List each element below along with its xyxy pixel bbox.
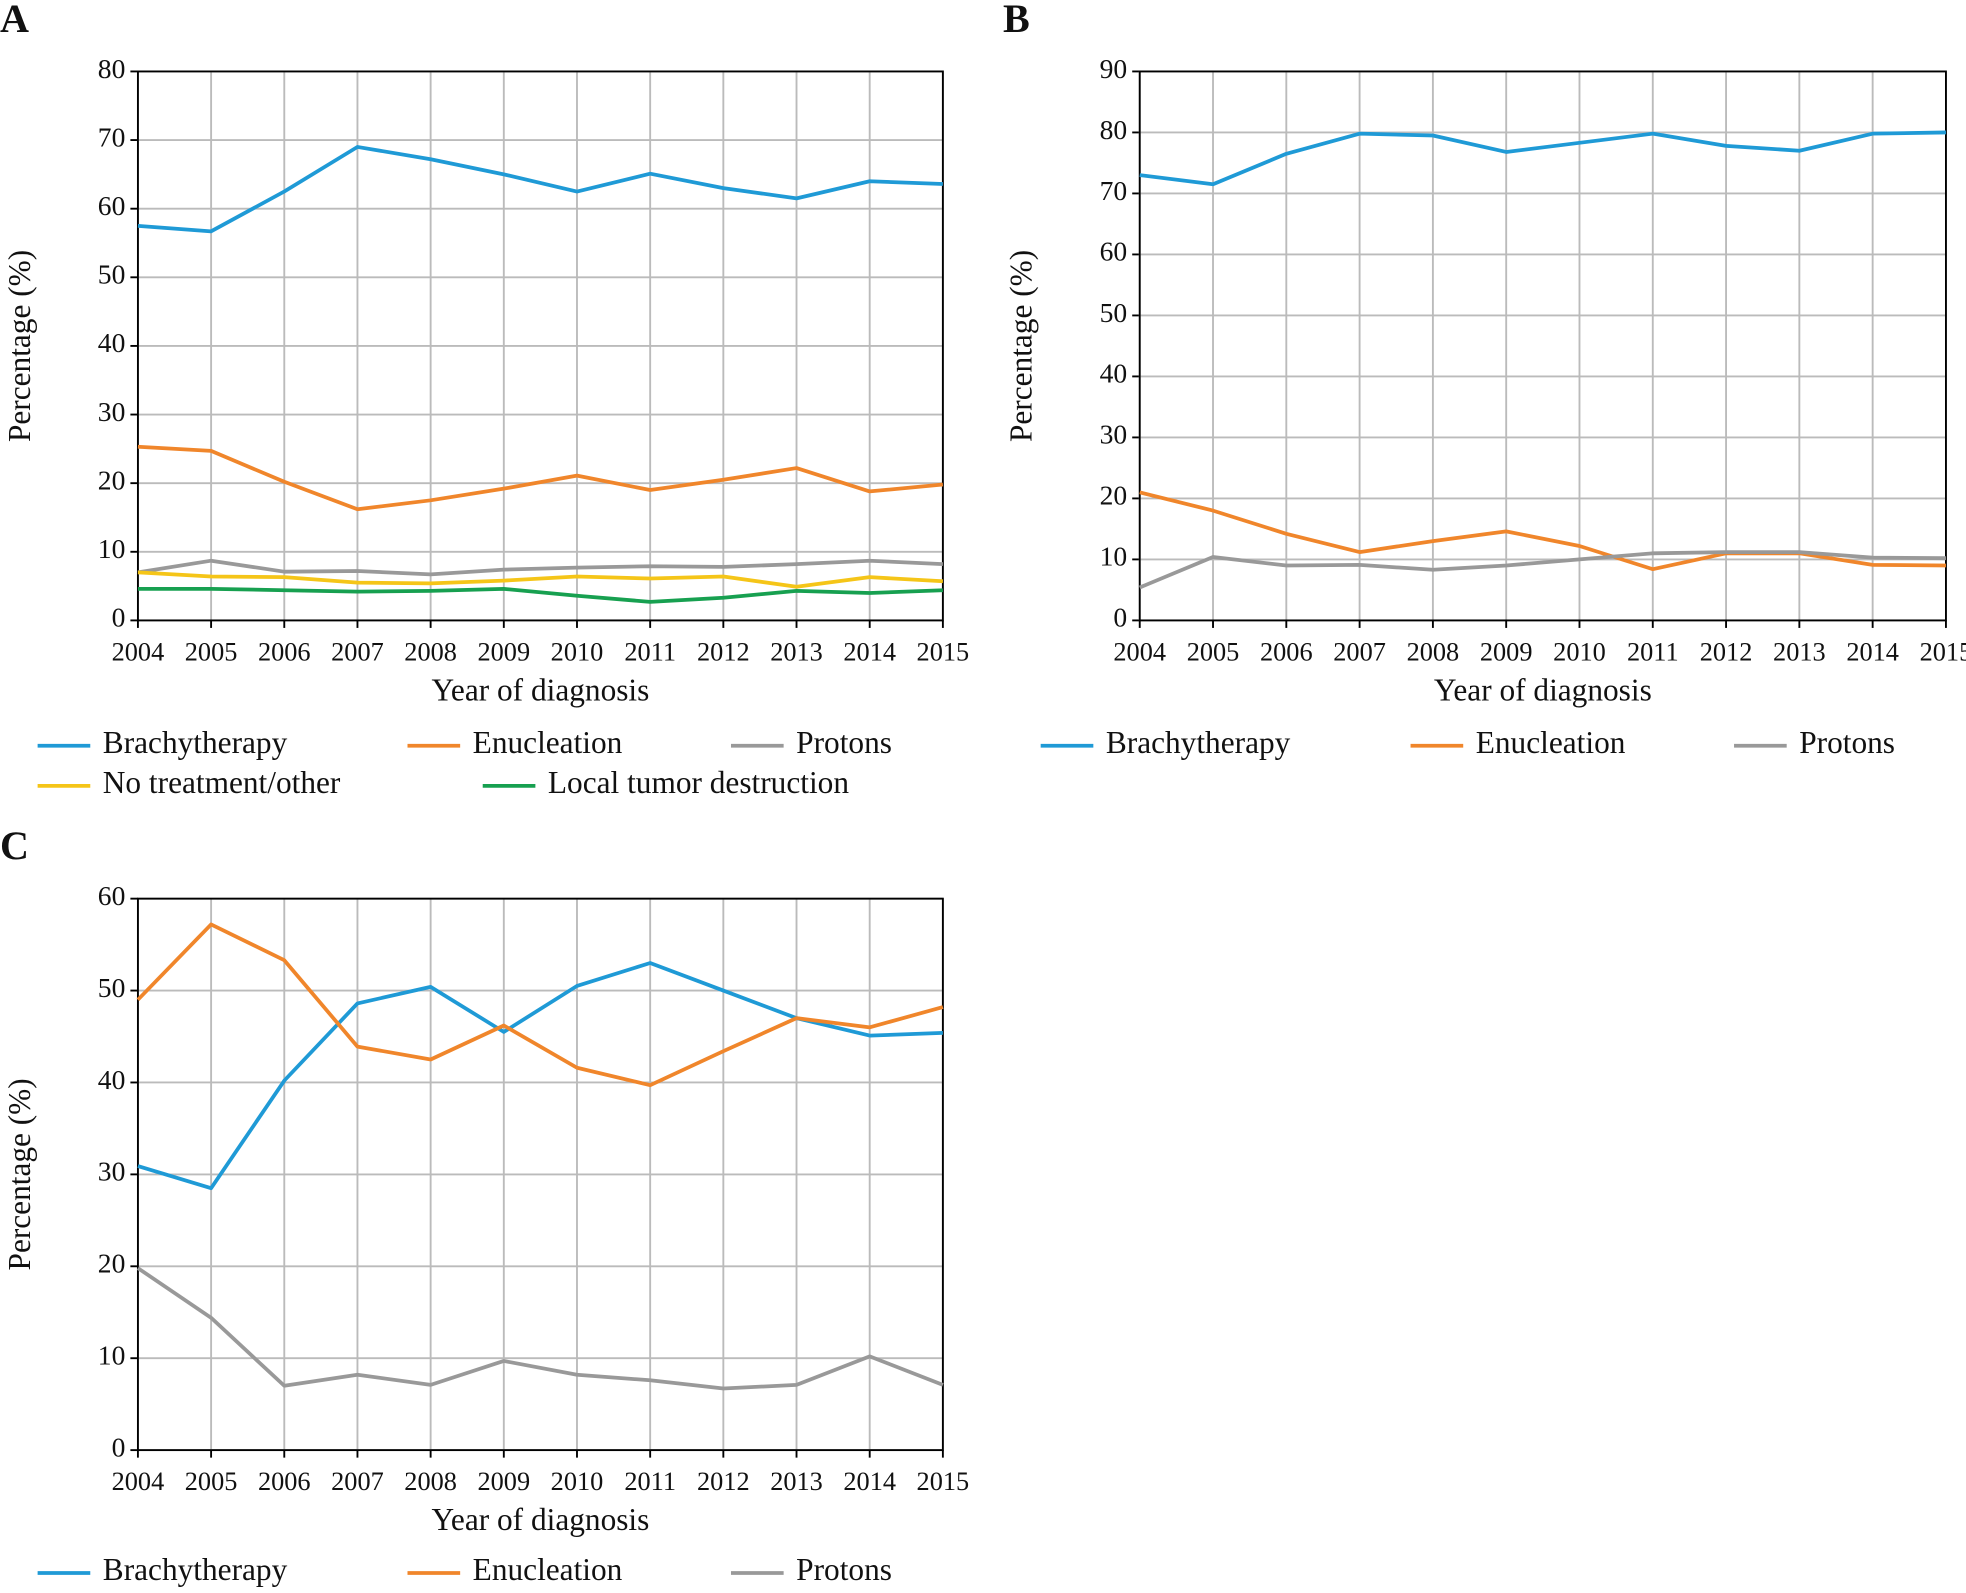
- x-tick-label: 2008: [404, 637, 457, 666]
- plot-frame: [136, 897, 944, 1452]
- y-tick-label: 50: [98, 972, 126, 1003]
- legend-label: No treatment/other: [103, 765, 341, 800]
- x-tick-label: 2012: [697, 1467, 750, 1496]
- y-tick-label: 20: [98, 464, 126, 495]
- x-tick-label: 2007: [331, 637, 384, 666]
- legend-label: Enucleation: [1476, 725, 1626, 760]
- legend-label: Protons: [796, 725, 892, 760]
- y-tick-label: 0: [112, 602, 126, 633]
- x-tick-label: 2012: [697, 637, 750, 666]
- y-tick-label: 80: [98, 53, 126, 84]
- x-tick-label: 2005: [185, 637, 238, 666]
- panel-label: A: [0, 0, 29, 41]
- x-tick-label: 2013: [1773, 637, 1826, 666]
- x-axis-label: Year of diagnosis: [431, 672, 649, 707]
- x-tick-label: 2005: [185, 1467, 238, 1496]
- y-tick-label: 30: [1100, 419, 1128, 450]
- y-axis-label: Percentage (%): [2, 250, 37, 442]
- y-tick-label: 70: [98, 121, 126, 152]
- y-tick-label: 40: [1100, 358, 1128, 389]
- x-tick-label: 2011: [624, 1467, 676, 1496]
- x-tick-label: 2010: [1553, 637, 1606, 666]
- y-tick-label: 0: [1113, 602, 1127, 633]
- data-line: [136, 1266, 944, 1391]
- x-tick-label: 2011: [1627, 637, 1679, 666]
- y-tick-label: 60: [98, 190, 126, 221]
- y-tick-label: 20: [1100, 480, 1128, 511]
- x-tick-label: 2006: [258, 637, 311, 666]
- x-tick-label: 2007: [331, 1467, 384, 1496]
- legend-label: Local tumor destruction: [548, 765, 849, 800]
- x-axis-label: Year of diagnosis: [431, 1502, 649, 1537]
- x-tick-label: 2015: [917, 637, 970, 666]
- legend-label: Brachytherapy: [103, 725, 288, 760]
- x-tick-label: 2010: [551, 1467, 604, 1496]
- y-tick-label: 50: [1100, 297, 1128, 328]
- legend-label: Enucleation: [473, 1552, 623, 1587]
- y-tick-label: 40: [98, 1064, 126, 1095]
- data-line: [137, 586, 943, 604]
- y-tick-label: 10: [98, 533, 126, 564]
- panel-label: B: [1003, 0, 1030, 41]
- data-line: [1139, 550, 1946, 590]
- x-tick-label: 2015: [917, 1467, 970, 1496]
- legend-label: Protons: [796, 1552, 892, 1587]
- y-tick-label: 40: [98, 327, 126, 358]
- data-line: [1139, 490, 1946, 572]
- x-tick-label: 2009: [1480, 637, 1533, 666]
- y-tick-label: 90: [1100, 53, 1128, 84]
- y-tick-label: 70: [1100, 175, 1128, 206]
- x-tick-label: 2009: [477, 1467, 530, 1496]
- x-tick-label: 2014: [843, 637, 896, 666]
- x-tick-label: 2008: [1407, 637, 1460, 666]
- x-tick-label: 2004: [112, 637, 165, 666]
- y-tick-label: 50: [98, 259, 126, 290]
- data-line: [137, 558, 943, 577]
- x-axis-label: Year of diagnosis: [1434, 672, 1652, 707]
- x-tick-label: 2014: [1846, 637, 1899, 666]
- data-line: [137, 145, 943, 234]
- y-tick-label: 0: [112, 1431, 126, 1462]
- y-tick-label: 30: [98, 1156, 126, 1187]
- y-tick-label: 60: [1100, 236, 1128, 267]
- y-tick-label: 20: [98, 1248, 126, 1279]
- x-tick-label: 2009: [477, 637, 530, 666]
- x-tick-label: 2014: [843, 1467, 896, 1496]
- x-tick-label: 2011: [624, 637, 676, 666]
- x-tick-label: 2010: [551, 637, 604, 666]
- legend-label: Enucleation: [473, 725, 623, 760]
- x-tick-label: 2012: [1700, 637, 1753, 666]
- x-tick-label: 2007: [1333, 637, 1386, 666]
- legend-label: Protons: [1799, 725, 1895, 760]
- y-tick-label: 10: [1100, 541, 1128, 572]
- x-tick-label: 2004: [112, 1467, 165, 1496]
- y-axis-label: Percentage (%): [1004, 250, 1039, 442]
- data-line: [137, 444, 944, 512]
- x-tick-label: 2004: [1113, 637, 1166, 666]
- data-line: [137, 570, 943, 589]
- data-line: [136, 922, 944, 1088]
- x-tick-label: 2005: [1187, 637, 1240, 666]
- legend-label: Brachytherapy: [1106, 725, 1291, 760]
- y-tick-label: 60: [98, 880, 126, 911]
- data-line: [1139, 130, 1946, 187]
- data-line: [137, 961, 943, 1191]
- x-tick-label: 2008: [404, 1467, 457, 1496]
- y-tick-label: 80: [1100, 114, 1128, 145]
- y-tick-label: 30: [98, 396, 126, 427]
- plot-frame: [1138, 70, 1947, 622]
- plot-frame: [136, 70, 944, 622]
- panel-label: C: [0, 823, 29, 868]
- x-tick-label: 2006: [258, 1467, 311, 1496]
- x-tick-label: 2015: [1920, 637, 1966, 666]
- x-tick-label: 2006: [1260, 637, 1313, 666]
- y-tick-label: 10: [98, 1340, 126, 1371]
- y-axis-label: Percentage (%): [2, 1078, 37, 1270]
- legend-label: Brachytherapy: [103, 1552, 288, 1587]
- x-tick-label: 2013: [770, 637, 823, 666]
- x-tick-label: 2013: [770, 1467, 823, 1496]
